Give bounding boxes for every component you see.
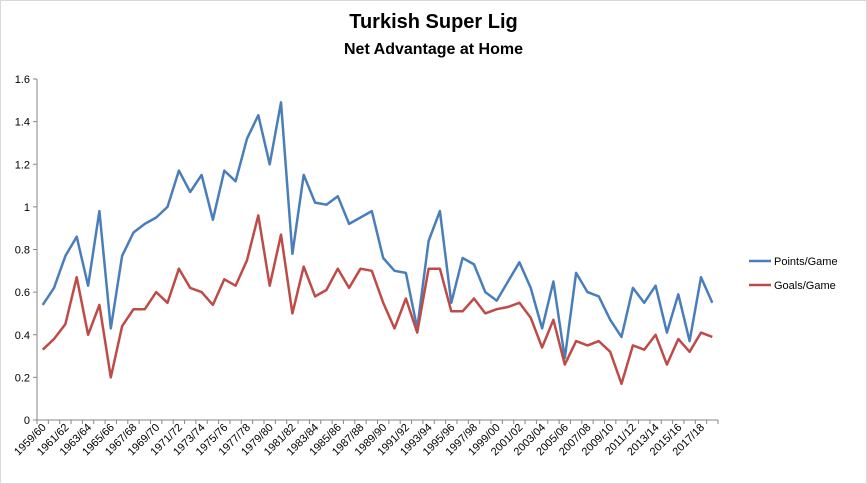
chart-title: Turkish Super Lig xyxy=(349,11,518,33)
y-tick-label: 0.2 xyxy=(15,372,30,384)
y-tick-label: 0.4 xyxy=(15,330,30,342)
y-tick-label: 1.2 xyxy=(15,159,30,171)
y-tick-label: 0.6 xyxy=(15,287,30,299)
y-tick-label: 1 xyxy=(24,202,30,214)
y-tick-label: 1.4 xyxy=(15,117,30,129)
y-tick-label: 1.6 xyxy=(15,74,30,86)
y-tick-label: 0 xyxy=(24,415,30,427)
legend-label: Goals/Game xyxy=(774,280,836,292)
y-tick-label: 0.8 xyxy=(15,245,30,257)
series-line-points-per-game xyxy=(41,101,714,360)
chart-subtitle: Net Advantage at Home xyxy=(344,41,523,58)
legend-label: Points/Game xyxy=(774,256,838,268)
series-line-goals-per-game xyxy=(41,214,713,386)
